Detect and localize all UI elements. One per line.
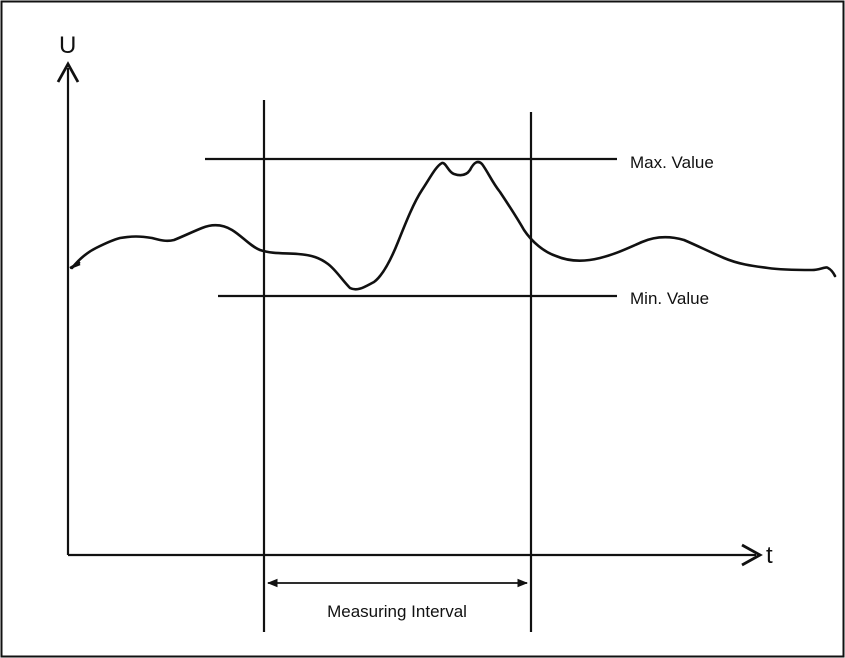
y-axis-label: U	[59, 32, 76, 59]
x-axis-label: t	[766, 542, 773, 569]
min-value-label: Min. Value	[630, 289, 709, 308]
measuring-interval-label: Measuring Interval	[327, 602, 467, 621]
max-value-label: Max. Value	[630, 153, 714, 172]
signal-curve	[70, 160, 837, 291]
y-axis-arrowhead	[56, 61, 80, 83]
x-axis-arrowhead	[741, 543, 763, 567]
signal-curve-arrowhead	[69, 260, 81, 270]
